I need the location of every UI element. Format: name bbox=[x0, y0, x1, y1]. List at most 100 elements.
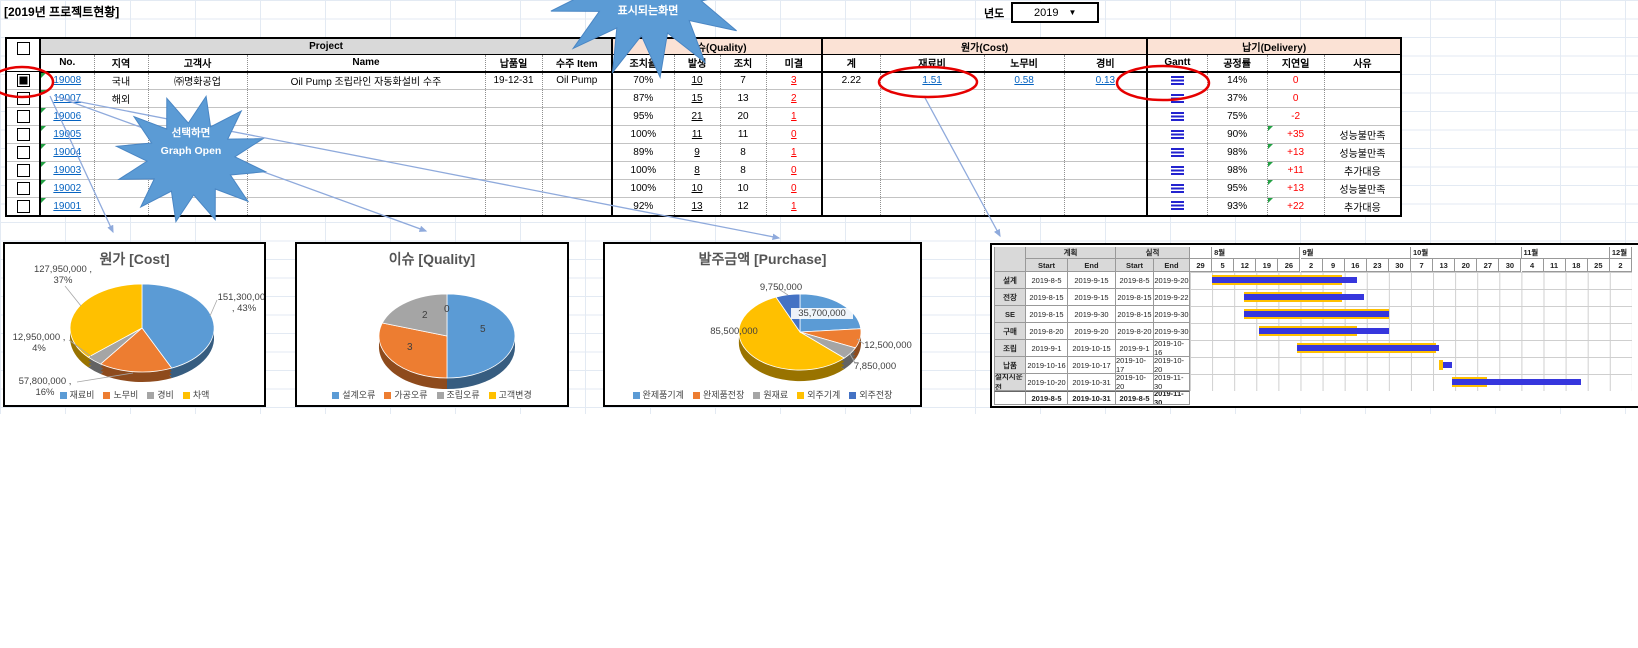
gantt-icon[interactable] bbox=[1170, 183, 1184, 194]
gantt-day-tick: 2 bbox=[1300, 259, 1323, 272]
quality-chart-title: 이슈 [Quality] bbox=[388, 251, 476, 267]
material-cost-cell bbox=[879, 143, 985, 162]
issues-open-link[interactable]: 0 bbox=[791, 129, 797, 140]
project-no-link[interactable]: 19006 bbox=[53, 111, 82, 122]
column-header: 조치율 bbox=[611, 54, 675, 73]
gantt-icon[interactable] bbox=[1170, 165, 1184, 176]
issues-occurred-cell: 21 bbox=[673, 107, 721, 126]
column-header: 납품일 bbox=[484, 54, 542, 73]
legend-item: 조립오류 bbox=[436, 388, 480, 401]
table-row: 19003 100% 8 8 0 98% +11 추가대응 bbox=[5, 161, 1402, 180]
label-leader-line bbox=[776, 287, 789, 296]
issues-occurred-link[interactable]: 21 bbox=[691, 111, 703, 122]
column-header: 재료비 bbox=[879, 54, 985, 73]
gantt-day-tick: 27 bbox=[1477, 259, 1500, 272]
legend-swatch bbox=[59, 392, 67, 399]
data-label: 57,800,000 , 16% bbox=[18, 376, 72, 399]
project-no-link[interactable]: 19003 bbox=[53, 165, 82, 176]
issues-occurred-link[interactable]: 13 bbox=[691, 200, 703, 212]
comment-flag-icon bbox=[42, 144, 46, 149]
project-no-link[interactable]: 19005 bbox=[53, 129, 82, 140]
issues-open-link[interactable]: 2 bbox=[791, 93, 797, 104]
header-checkbox[interactable] bbox=[16, 42, 30, 55]
project-table: Project 이슈(Quality) 원가(Cost) 납기(Delivery) No… bbox=[5, 37, 1403, 217]
issues-open-cell: 3 bbox=[765, 71, 823, 90]
gantt-actual-bar bbox=[1442, 362, 1453, 368]
gantt-icon[interactable] bbox=[1170, 111, 1184, 122]
issues-occurred-link[interactable]: 15 bbox=[691, 93, 703, 104]
project-no-link[interactable]: 19008 bbox=[53, 75, 82, 87]
project-no-link[interactable]: 19004 bbox=[53, 147, 82, 158]
column-header: Name bbox=[246, 54, 485, 73]
issues-open-link[interactable]: 1 bbox=[791, 200, 797, 212]
year-dropdown[interactable]: 2019 ▼ bbox=[1011, 2, 1100, 23]
issues-occurred-link[interactable]: 10 bbox=[691, 183, 703, 194]
project-no-link[interactable]: 19007 bbox=[53, 93, 82, 104]
issues-occurred-link[interactable]: 9 bbox=[694, 147, 700, 158]
row-checkbox[interactable] bbox=[16, 110, 30, 123]
region-cell bbox=[93, 197, 148, 216]
gantt-timeline bbox=[1190, 272, 1632, 391]
expense-cost-link[interactable]: 0.13 bbox=[1095, 75, 1116, 87]
project-no-link[interactable]: 19001 bbox=[53, 200, 82, 212]
due-cell bbox=[484, 143, 542, 162]
rate-cell: 95% bbox=[611, 107, 675, 126]
row-checkbox[interactable] bbox=[16, 164, 30, 177]
row-checkbox[interactable] bbox=[16, 146, 30, 159]
issues-open-link[interactable]: 1 bbox=[791, 147, 797, 158]
gantt-plan-end-cell: 2019-9-30 bbox=[1068, 306, 1116, 323]
row-checkbox[interactable] bbox=[16, 182, 30, 195]
material-cost-cell bbox=[879, 161, 985, 180]
gantt-task-label: 조립 bbox=[994, 340, 1026, 357]
issues-open-link[interactable]: 3 bbox=[791, 75, 797, 87]
data-label: 7,850,000 bbox=[853, 361, 897, 372]
labor-cost-link[interactable]: 0.58 bbox=[1014, 75, 1034, 87]
legend-swatch bbox=[147, 392, 155, 399]
region-cell bbox=[93, 161, 148, 180]
expense-cost-cell: 0.13 bbox=[1063, 71, 1148, 90]
total-cell bbox=[821, 179, 881, 198]
gantt-plan-start-cell: 2019-8-15 bbox=[1026, 289, 1068, 306]
pie-slice bbox=[738, 296, 846, 371]
delay-days-value: 0 bbox=[1292, 93, 1299, 104]
row-checkbox[interactable] bbox=[16, 199, 30, 213]
issues-occurred-link[interactable]: 11 bbox=[691, 129, 703, 140]
rate-cell: 70% bbox=[611, 71, 675, 90]
fixed-cell: 11 bbox=[719, 125, 767, 144]
table-row: 19007 해외 87% 15 13 2 37% 0 bbox=[5, 89, 1402, 108]
project-no-link[interactable]: 19002 bbox=[53, 183, 82, 194]
issues-open-link[interactable]: 1 bbox=[791, 111, 797, 122]
gantt-subheader: Start bbox=[1026, 259, 1068, 272]
issues-open-link[interactable]: 0 bbox=[791, 165, 797, 176]
legend-item: 외주기계 bbox=[797, 388, 840, 401]
customer-cell bbox=[147, 197, 247, 216]
row-checkbox[interactable] bbox=[16, 92, 30, 105]
row-checkbox[interactable] bbox=[16, 74, 30, 87]
issues-occurred-link[interactable]: 10 bbox=[691, 75, 703, 87]
gantt-actual-start-cell: 2019-8-20 bbox=[1116, 323, 1154, 340]
row-checkbox[interactable] bbox=[16, 128, 30, 141]
comment-flag-icon bbox=[1268, 180, 1273, 185]
column-header: 발생 bbox=[673, 54, 721, 73]
material-cost-cell: 1.51 bbox=[879, 71, 985, 90]
project-no-cell: 19001 bbox=[39, 197, 94, 216]
issues-occurred-cell: 13 bbox=[673, 197, 721, 216]
gantt-day-tick: 9 bbox=[1322, 259, 1345, 272]
expense-cost-cell bbox=[1063, 143, 1148, 162]
gantt-icon[interactable] bbox=[1170, 129, 1184, 140]
gantt-day-tick: 11 bbox=[1543, 259, 1566, 272]
region-cell bbox=[93, 179, 148, 198]
gantt-icon[interactable] bbox=[1170, 75, 1184, 86]
data-label: 151,300,000 , 43% bbox=[217, 292, 266, 315]
gantt-actual-end-cell: 2019-9-22 bbox=[1154, 289, 1190, 306]
label-leader-line bbox=[64, 285, 82, 307]
fixed-cell: 8 bbox=[719, 143, 767, 162]
gantt-icon[interactable] bbox=[1170, 201, 1184, 212]
issues-open-cell: 2 bbox=[765, 89, 823, 108]
material-cost-link[interactable]: 1.51 bbox=[922, 75, 942, 87]
issues-occurred-link[interactable]: 8 bbox=[694, 165, 700, 176]
issues-open-link[interactable]: 0 bbox=[791, 183, 797, 194]
gantt-icon[interactable] bbox=[1170, 93, 1184, 104]
checkbox-cell bbox=[5, 125, 40, 144]
gantt-icon[interactable] bbox=[1170, 147, 1184, 158]
